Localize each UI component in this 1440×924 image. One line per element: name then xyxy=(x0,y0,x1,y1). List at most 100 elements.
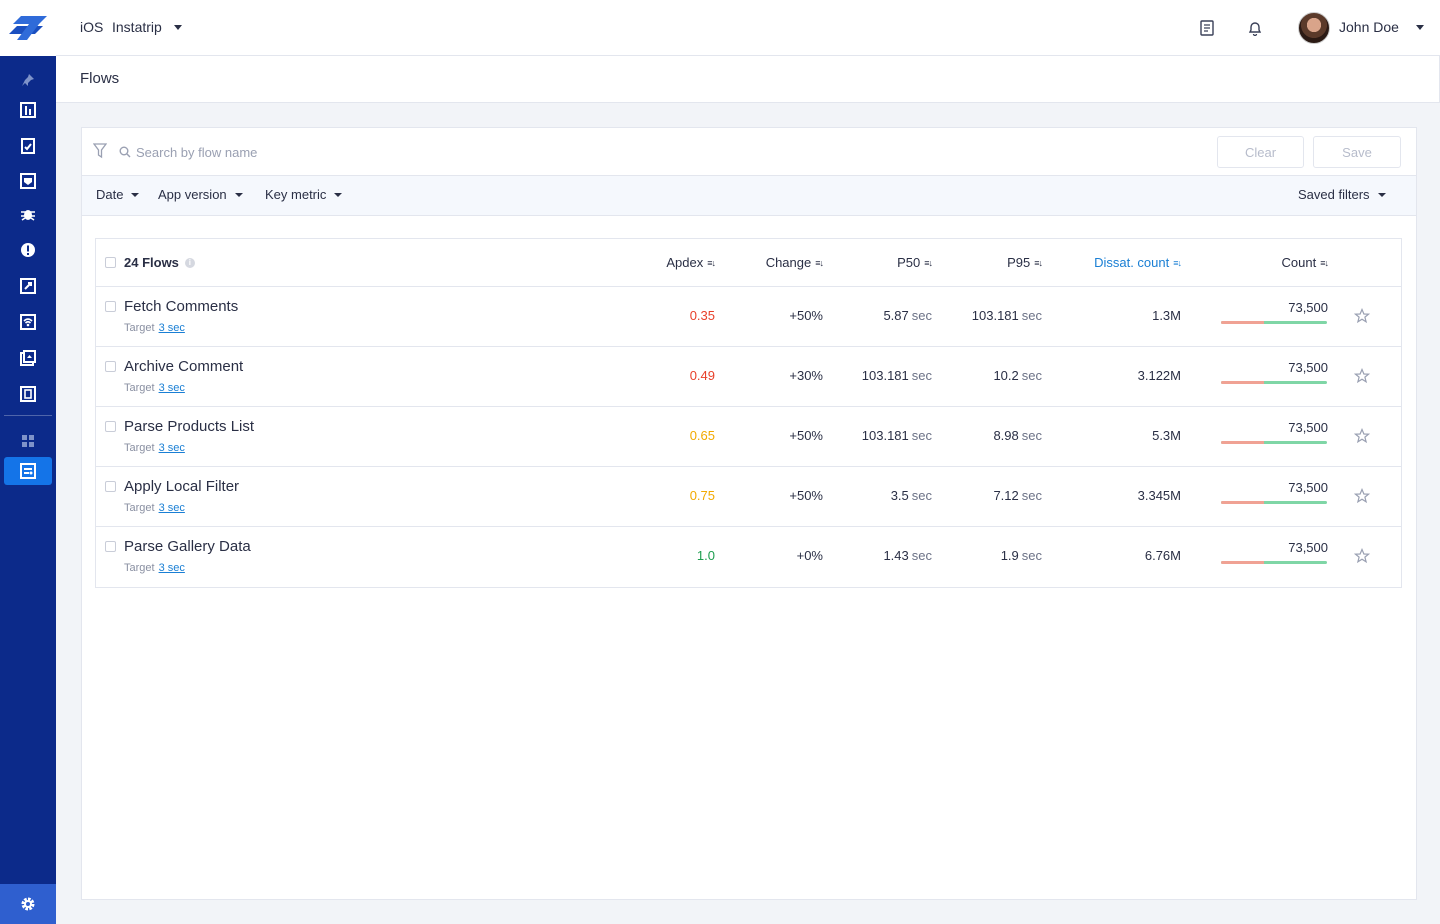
screens-icon[interactable] xyxy=(0,343,56,373)
search-input[interactable] xyxy=(136,140,736,164)
target-label: Target xyxy=(124,442,155,454)
filter-icon[interactable] xyxy=(92,143,108,164)
star-icon[interactable] xyxy=(1353,367,1371,389)
page-header: Flows xyxy=(56,56,1440,103)
row-checkbox[interactable] xyxy=(105,301,116,312)
column-dissat-count[interactable]: Dissat. count ≡↓ xyxy=(1094,255,1182,270)
column-apdex-label: Apdex xyxy=(666,255,704,270)
flow-name[interactable]: Apply Local Filter xyxy=(124,478,240,495)
flow-name[interactable]: Parse Gallery Data xyxy=(124,538,251,555)
app-version-filter-dropdown[interactable]: App version xyxy=(158,187,243,202)
flow-name[interactable]: Archive Comment xyxy=(124,358,244,375)
sort-icon: ≡↓ xyxy=(924,257,933,268)
column-count[interactable]: Count ≡↓ xyxy=(1282,255,1329,270)
settings-button[interactable] xyxy=(0,884,56,924)
target-link[interactable]: 3 sec xyxy=(158,502,185,514)
p50-value: 103.181 sec xyxy=(862,368,932,383)
column-p50-label: P50 xyxy=(897,255,921,270)
info-icon[interactable]: i xyxy=(184,257,195,268)
table-row[interactable]: Fetch Comments Target 3 sec 0.35 +50% 5.87 sec… xyxy=(96,287,1401,347)
row-checkbox[interactable] xyxy=(105,421,116,432)
star-icon[interactable] xyxy=(1353,427,1371,449)
sort-icon: ≡↓ xyxy=(1320,257,1329,268)
logo[interactable] xyxy=(0,0,56,56)
flow-target: Target 3 sec xyxy=(124,502,185,514)
p95-number: 1.9 xyxy=(1000,548,1019,563)
network-icon[interactable] xyxy=(0,307,56,337)
bar-dissatisfied-segment xyxy=(1221,381,1265,384)
flow-name[interactable]: Parse Products List xyxy=(124,418,255,435)
count-value: 73,500 xyxy=(1288,420,1328,435)
grid-icon[interactable] xyxy=(0,426,56,456)
chevron-down-icon xyxy=(334,192,343,197)
date-filter-dropdown[interactable]: Date xyxy=(96,187,140,202)
app-selector[interactable]: Instatrip xyxy=(112,19,162,35)
save-button[interactable]: Save xyxy=(1313,136,1401,168)
bell-icon[interactable] xyxy=(1245,18,1265,38)
chevron-down-icon xyxy=(234,192,243,197)
chevron-down-icon xyxy=(1377,192,1386,197)
p50-unit: sec xyxy=(911,308,932,323)
column-change-label: Change xyxy=(765,255,812,270)
change-value: +50% xyxy=(789,488,823,503)
clear-button[interactable]: Clear xyxy=(1217,136,1304,168)
platform-label: iOS xyxy=(80,19,104,35)
target-link[interactable]: 3 sec xyxy=(158,442,185,454)
search-bar: Clear Save xyxy=(82,128,1416,176)
dashboard-icon[interactable] xyxy=(0,95,56,125)
p50-number: 5.87 xyxy=(883,308,909,323)
user-name[interactable]: John Doe xyxy=(1339,19,1399,35)
page-title: Flows xyxy=(80,70,120,87)
notes-icon[interactable] xyxy=(1197,18,1217,38)
row-checkbox[interactable] xyxy=(105,541,116,552)
bug-icon[interactable] xyxy=(0,199,56,229)
date-filter-label: Date xyxy=(96,187,124,202)
reports-icon[interactable] xyxy=(0,131,56,161)
saved-filters-dropdown[interactable]: Saved filters xyxy=(1298,187,1386,202)
apdex-distribution-bar xyxy=(1221,321,1327,324)
flows-icon[interactable] xyxy=(0,456,56,486)
p50-value: 5.87 sec xyxy=(883,308,932,323)
p50-value: 103.181 sec xyxy=(862,428,932,443)
sidebar-item-flows[interactable] xyxy=(4,457,52,485)
select-all-checkbox[interactable] xyxy=(105,257,116,268)
avatar[interactable] xyxy=(1298,12,1330,44)
table-row[interactable]: Parse Products List Target 3 sec 0.65 +50% 10… xyxy=(96,407,1401,467)
target-link[interactable]: 3 sec xyxy=(158,382,185,394)
column-change[interactable]: Change ≡↓ xyxy=(765,255,824,270)
chevron-down-icon[interactable] xyxy=(1416,25,1424,30)
chevron-down-icon[interactable] xyxy=(174,25,182,30)
star-icon[interactable] xyxy=(1353,547,1371,569)
target-link[interactable]: 3 sec xyxy=(158,322,185,334)
alert-icon[interactable] xyxy=(0,235,56,265)
flow-name[interactable]: Fetch Comments xyxy=(124,298,239,315)
table-row[interactable]: Parse Gallery Data Target 3 sec 1.0 +0% 1.43 s… xyxy=(96,527,1401,587)
table-row[interactable]: Apply Local Filter Target 3 sec 0.75 +50% 3.5… xyxy=(96,467,1401,527)
row-checkbox[interactable] xyxy=(105,481,116,492)
p95-unit: sec xyxy=(1021,368,1042,383)
column-p50[interactable]: P50 ≡↓ xyxy=(897,255,933,270)
column-p95[interactable]: P95 ≡↓ xyxy=(1007,255,1043,270)
star-icon[interactable] xyxy=(1353,487,1371,509)
saved-filters-label: Saved filters xyxy=(1298,187,1370,202)
column-apdex[interactable]: Apdex ≡↓ xyxy=(666,255,716,270)
key-metric-filter-dropdown[interactable]: Key metric xyxy=(265,187,343,202)
change-value: +50% xyxy=(789,428,823,443)
sidebar-divider xyxy=(4,415,52,416)
change-value: +50% xyxy=(789,308,823,323)
star-icon[interactable] xyxy=(1353,307,1371,329)
rocket-icon[interactable] xyxy=(0,271,56,301)
flows-count-label: 24 Flows xyxy=(124,255,179,270)
target-link[interactable]: 3 sec xyxy=(158,562,185,574)
crashes-icon[interactable] xyxy=(0,166,56,196)
apps-icon[interactable] xyxy=(0,379,56,409)
row-checkbox[interactable] xyxy=(105,361,116,372)
dissat-count-value: 1.3M xyxy=(1152,308,1181,323)
table-header: 24 Flows i Apdex ≡↓ Change ≡↓ P50 ≡↓ P95 ≡↓ D… xyxy=(96,239,1401,287)
pin-icon[interactable] xyxy=(0,65,56,95)
p50-number: 103.181 xyxy=(861,368,909,383)
p50-number: 1.43 xyxy=(883,548,909,563)
table-row[interactable]: Archive Comment Target 3 sec 0.49 +30% 103.18… xyxy=(96,347,1401,407)
change-value: +0% xyxy=(796,548,823,563)
target-label: Target xyxy=(124,382,155,394)
